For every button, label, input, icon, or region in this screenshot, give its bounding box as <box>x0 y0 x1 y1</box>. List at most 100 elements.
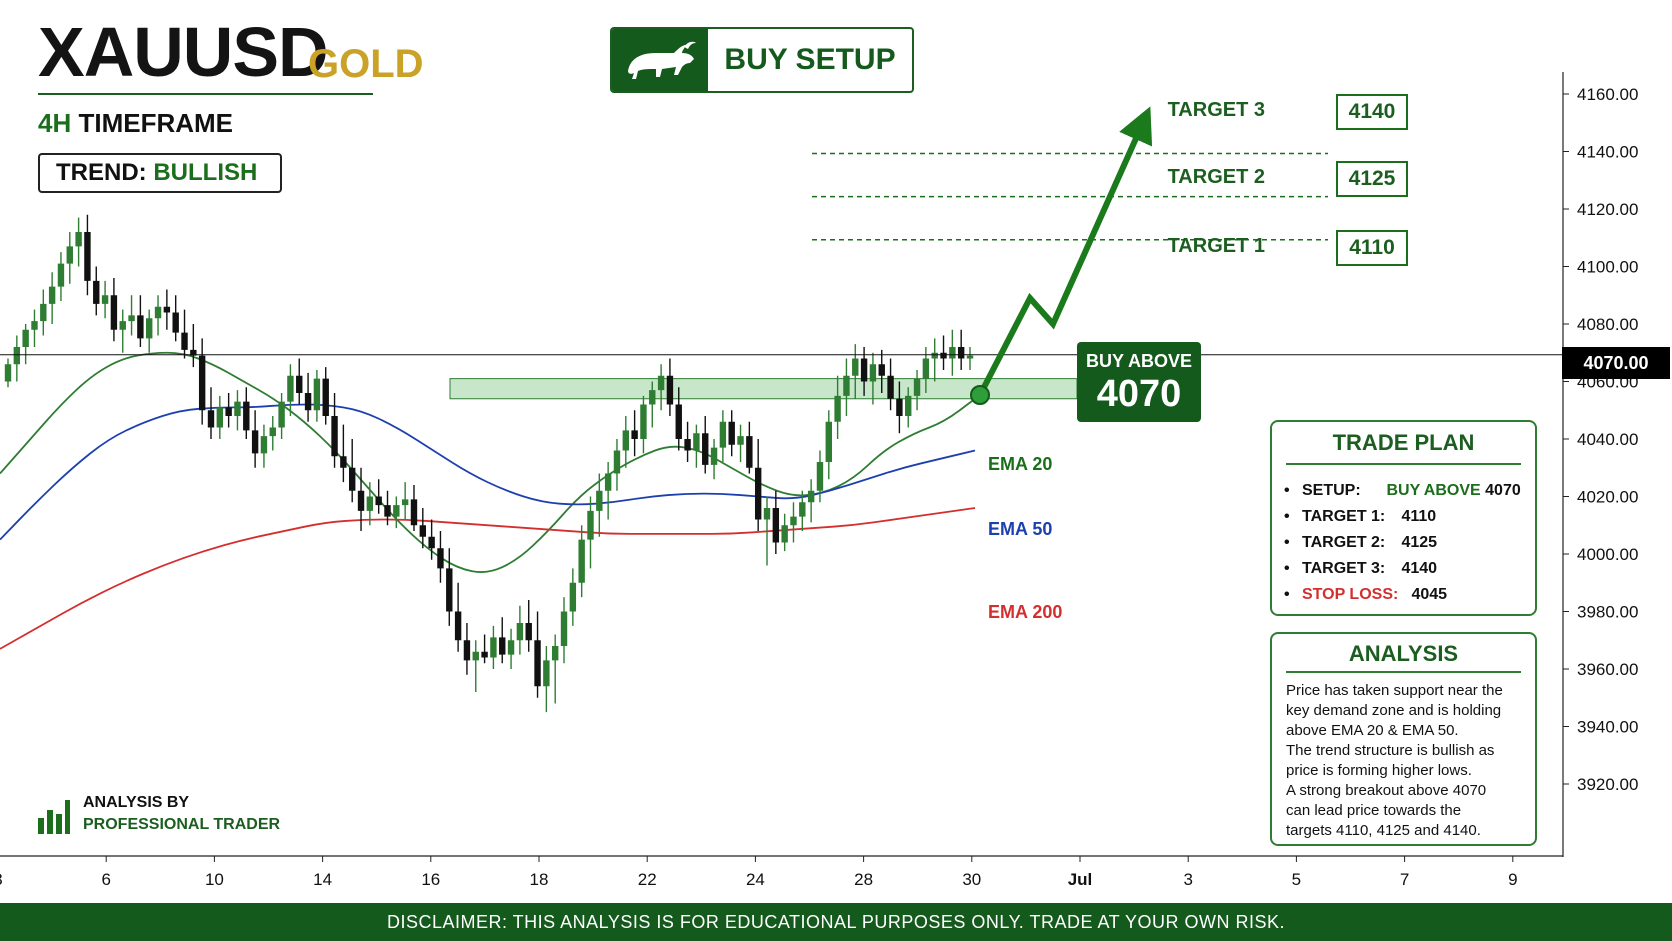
candle-body <box>578 539 585 583</box>
buy-above-value: 4070 <box>1096 373 1182 415</box>
plan-target2-value: 4125 <box>1401 534 1438 551</box>
candle-body <box>525 623 532 641</box>
analysis-line: price is forming higher lows. <box>1286 762 1472 779</box>
candle-body <box>234 401 241 416</box>
candle-body <box>490 637 497 658</box>
analysis-line: A strong breakout above 4070 <box>1286 782 1487 799</box>
analysis-panel: ANALYSIS Price has taken support near th… <box>1270 632 1537 846</box>
candle-body <box>225 407 232 416</box>
candle-body <box>454 611 462 641</box>
bar-chart-icon <box>38 796 70 839</box>
y-tick-label: 4100.00 <box>1577 258 1638 277</box>
y-tick-label: 4000.00 <box>1577 545 1638 564</box>
price-chart: 4160.004140.004120.004100.004080.004060.… <box>0 72 1638 889</box>
target-3-label: TARGET 3 <box>1167 99 1265 121</box>
candle-body <box>22 329 29 347</box>
x-tick-label: 7 <box>1400 870 1409 889</box>
x-tick-label: 10 <box>205 870 224 889</box>
candle-body <box>287 375 294 402</box>
candle-body <box>269 427 276 437</box>
candle-body <box>340 456 347 468</box>
candle-body <box>137 315 144 339</box>
plan-setup-value: BUY ABOVE <box>1386 482 1481 499</box>
candle-body <box>419 525 427 537</box>
analysis-line: The trend structure is bullish as <box>1286 742 1495 759</box>
y-tick-label: 4040.00 <box>1577 430 1638 449</box>
trade-plan-panel: TRADE PLAN • SETUP: BUY ABOVE 4070 • TARGE… <box>1270 420 1537 616</box>
candle-body <box>393 505 400 517</box>
buy-above-label: BUY ABOVE <box>1085 351 1193 371</box>
candle-body <box>243 401 250 431</box>
candle-body <box>146 318 153 339</box>
candle-body <box>278 401 285 428</box>
y-tick-label: 4140.00 <box>1577 143 1638 162</box>
candle-body <box>304 393 312 411</box>
y-tick-label: 4020.00 <box>1577 488 1638 507</box>
candle-body <box>763 508 771 520</box>
trend-value: BULLISH <box>153 159 258 186</box>
symbol-title: XAUUSD <box>38 13 329 91</box>
title-underline <box>38 93 373 95</box>
candle-body <box>40 303 47 322</box>
candle-body <box>702 433 709 465</box>
candle-body <box>957 347 965 359</box>
x-tick-label: 30 <box>962 870 981 889</box>
candle-body <box>410 499 418 526</box>
plan-stoploss-row: • STOP LOSS: 4045 <box>1284 582 1521 608</box>
credit-line-2: PROFESSIONAL TRADER <box>83 816 281 833</box>
timeframe-value: 4H <box>38 108 72 138</box>
candle-body <box>75 232 82 247</box>
candle-body <box>754 467 762 520</box>
candle-body <box>48 286 56 304</box>
candle-body <box>216 407 224 428</box>
candle-body <box>331 416 338 457</box>
candle-body <box>322 378 329 416</box>
y-tick-label: 4120.00 <box>1577 200 1638 219</box>
candle-body <box>128 315 135 322</box>
analysis-line: above EMA 20 & EMA 50. <box>1286 722 1459 739</box>
candle-body <box>949 347 956 359</box>
candle-body <box>507 640 515 655</box>
plan-target2-key: TARGET 2: <box>1302 534 1386 551</box>
candle-body <box>816 462 824 491</box>
x-tick-label: Jul <box>1068 870 1093 889</box>
candle-body <box>940 352 947 359</box>
timeframe-text: TIMEFRAME <box>78 108 234 138</box>
candle-body <box>913 378 921 396</box>
candle-body <box>190 349 197 356</box>
candle-body <box>693 433 700 451</box>
candle-body <box>675 404 682 439</box>
candle-body <box>896 398 903 416</box>
candle-body <box>172 312 179 333</box>
candle-body <box>499 637 506 655</box>
candle-body <box>534 640 541 687</box>
candle-body <box>631 430 638 439</box>
x-tick-label: 5 <box>1292 870 1301 889</box>
candle-body <box>878 364 885 376</box>
candle-body <box>807 490 815 503</box>
analysis-line: targets 4110, 4125 and 4140. <box>1286 822 1481 839</box>
bull-icon <box>612 29 708 91</box>
candle-body <box>596 490 603 511</box>
y-tick-label: 3940.00 <box>1577 718 1638 737</box>
analysis-line: Price has taken support near the <box>1286 682 1503 699</box>
credit-line-1: ANALYSIS BY <box>83 794 190 811</box>
candle-body <box>649 390 656 405</box>
analysis-line: key demand zone and is holding <box>1286 702 1502 719</box>
candle-body <box>719 421 727 448</box>
candle-body <box>843 375 850 396</box>
plan-target2-row: • TARGET 2: 4125 <box>1284 530 1521 556</box>
candle-body <box>375 496 382 506</box>
analysis-rule <box>1286 671 1521 673</box>
x-tick-label: 18 <box>530 870 549 889</box>
x-tick-label: 14 <box>313 870 332 889</box>
candle-body <box>93 280 100 304</box>
candle-body <box>799 502 806 517</box>
x-tick-label: 22 <box>638 870 657 889</box>
candle-body <box>852 358 859 376</box>
candle-body <box>666 375 674 405</box>
candle-body <box>790 516 797 526</box>
candle-body <box>481 651 488 658</box>
candle-body <box>472 651 479 661</box>
trade-plan-title: TRADE PLAN <box>1332 430 1475 455</box>
